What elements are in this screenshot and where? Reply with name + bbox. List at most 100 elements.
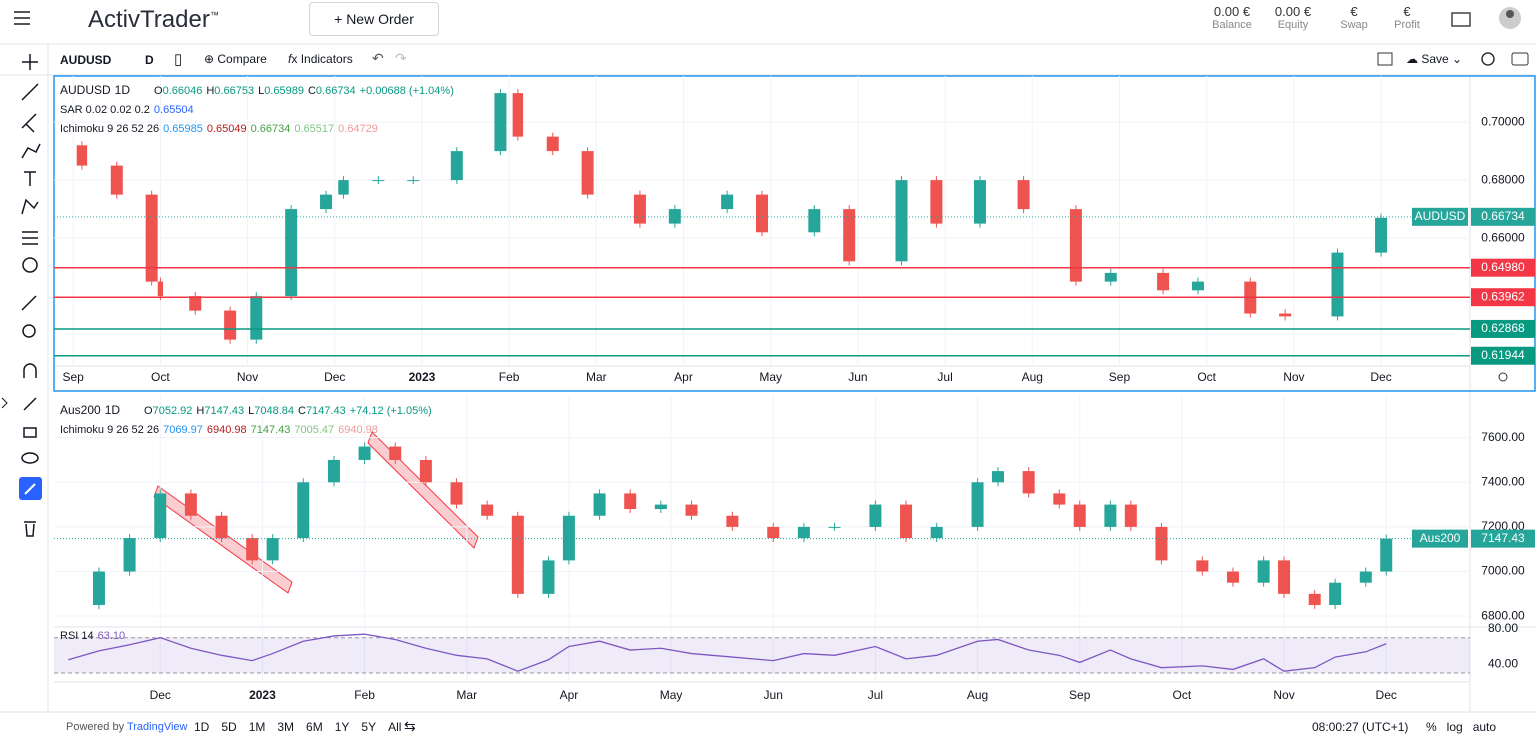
emoji-icon[interactable] — [22, 257, 38, 273]
settings-icon[interactable] — [1481, 52, 1495, 66]
range-button[interactable]: All — [388, 720, 402, 734]
ruler-icon[interactable] — [21, 295, 37, 311]
link-icon[interactable] — [24, 483, 36, 495]
candle — [1375, 217, 1388, 253]
indicator-name: SAR 0.02 0.02 0.2 — [60, 104, 150, 116]
indicator-value: 6940.98 — [338, 424, 378, 436]
button-label: Indicators — [300, 52, 353, 66]
scale-option[interactable]: log — [1446, 720, 1463, 734]
range-button[interactable]: 5D — [221, 720, 237, 734]
brush-icon[interactable] — [21, 143, 41, 159]
x-tick-label: Apr — [560, 688, 579, 702]
x-tick-label: Dec — [150, 688, 171, 702]
candle — [338, 180, 349, 195]
rsi-band — [54, 637, 1470, 673]
indicator-value: 6940.98 — [206, 424, 247, 436]
legend-row: Aus200 1D O7052.92 H7147.43 L7048.84 C7147.43… — [60, 401, 436, 421]
forecast-icon[interactable] — [22, 231, 38, 245]
zoom-icon[interactable] — [22, 324, 36, 338]
candle — [767, 526, 780, 539]
ohlc-label: C — [297, 405, 306, 417]
undo-button[interactable]: ↶ — [372, 50, 384, 66]
candle — [593, 493, 606, 516]
x-tick-label: Sep — [1069, 688, 1091, 702]
scale-option[interactable]: auto — [1472, 720, 1497, 734]
symbol-search[interactable]: AUDUSD — [60, 53, 112, 67]
date-range-icon[interactable]: ⇆ — [404, 718, 416, 734]
price-tag — [1471, 529, 1535, 548]
account-item[interactable]: € Profit — [1377, 4, 1437, 31]
x-tick-label: Dec — [324, 370, 345, 384]
y-tick-label: 7200.00 — [1481, 519, 1525, 533]
x-tick-label: Nov — [1273, 688, 1294, 702]
change: +74.12 (+1.05%) — [349, 405, 432, 417]
indicator-value: 0.65504 — [153, 104, 194, 116]
y-tick-label: 0.68000 — [1481, 172, 1525, 186]
candle — [542, 560, 555, 594]
brand: ActivTrader™ — [88, 6, 219, 34]
clock: 08:00:27 (UTC+1) — [1312, 720, 1409, 734]
ohlc-label: L — [258, 85, 265, 97]
eye-icon[interactable] — [21, 452, 39, 464]
save-button[interactable]: ☁ Save ⌄ — [1406, 52, 1463, 66]
powered-brand[interactable]: TradingView — [126, 721, 188, 733]
account-item: 0.00 € Equity — [1263, 4, 1323, 31]
candle — [581, 151, 594, 195]
x-tick-label: Feb — [354, 688, 375, 702]
candle — [721, 194, 734, 210]
legend-symbol: AUDUSD — [60, 83, 111, 97]
crosshair-icon[interactable] — [22, 54, 38, 70]
fib-icon[interactable] — [21, 113, 37, 133]
account-label: Equity — [1277, 19, 1309, 31]
indicator-value: 7147.43 — [250, 424, 291, 436]
pattern-icon[interactable] — [21, 198, 39, 215]
axis-settings-icon[interactable] — [1498, 372, 1508, 382]
candle — [869, 504, 882, 527]
y-tick-label: 7600.00 — [1481, 430, 1525, 444]
brand-text: ActivTrader — [88, 6, 210, 33]
x-tick-label: Jul — [868, 688, 883, 702]
chart-type-button[interactable]: ▯ — [174, 51, 183, 68]
selected-pane — [53, 75, 1536, 392]
range-button[interactable]: 3M — [277, 720, 295, 734]
sidebar-icons[interactable] — [21, 54, 41, 537]
candle — [624, 493, 637, 510]
collapse-arrow[interactable] — [1, 397, 8, 409]
ohlc-value: 0.66046 — [162, 85, 203, 97]
x-tick-label: Aug — [967, 688, 988, 702]
price-tag-label: 0.63962 — [1481, 289, 1525, 303]
account-value: 0.00 € — [1213, 4, 1251, 19]
candle — [843, 209, 856, 262]
menu-icon[interactable] — [14, 11, 30, 25]
powered-by: Powered by TradingView — [66, 721, 188, 733]
lock-icon[interactable] — [23, 427, 37, 438]
ohlc-value: 0.65989 — [264, 85, 304, 97]
magnet-icon[interactable] — [23, 363, 37, 378]
camera-icon[interactable] — [1511, 52, 1529, 66]
range-button[interactable]: 1D — [194, 720, 210, 734]
new-order-button[interactable]: + New Order — [309, 2, 439, 36]
scale-option[interactable]: % — [1426, 720, 1437, 734]
layout-icon[interactable] — [1377, 52, 1393, 66]
trash-icon[interactable] — [24, 521, 36, 537]
mail-icon[interactable] — [1451, 12, 1471, 27]
range-button[interactable]: 1Y — [334, 720, 350, 734]
range-button[interactable]: 1M — [248, 720, 266, 734]
candle — [1191, 281, 1204, 291]
candle — [1104, 272, 1117, 282]
indicator-value: 7005.47 — [294, 424, 335, 436]
text-icon[interactable] — [24, 171, 36, 186]
range-button[interactable]: 6M — [306, 720, 323, 734]
range-button[interactable]: 5Y — [361, 720, 377, 734]
x-tick-label: Nov — [1283, 370, 1304, 384]
compare-button[interactable]: ⊕ Compare — [204, 52, 267, 66]
x-tick-label: Jul — [937, 370, 952, 384]
line-icon[interactable] — [21, 83, 39, 101]
indicators-button[interactable]: fx Indicators — [288, 52, 353, 66]
draw-lock-icon[interactable] — [23, 397, 37, 411]
interval-button[interactable]: D — [145, 53, 154, 67]
redo-button[interactable]: ↷ — [395, 50, 407, 66]
header-bg — [0, 0, 1536, 44]
ohlc-value: 7048.84 — [254, 405, 294, 417]
price-tag — [1471, 288, 1535, 307]
